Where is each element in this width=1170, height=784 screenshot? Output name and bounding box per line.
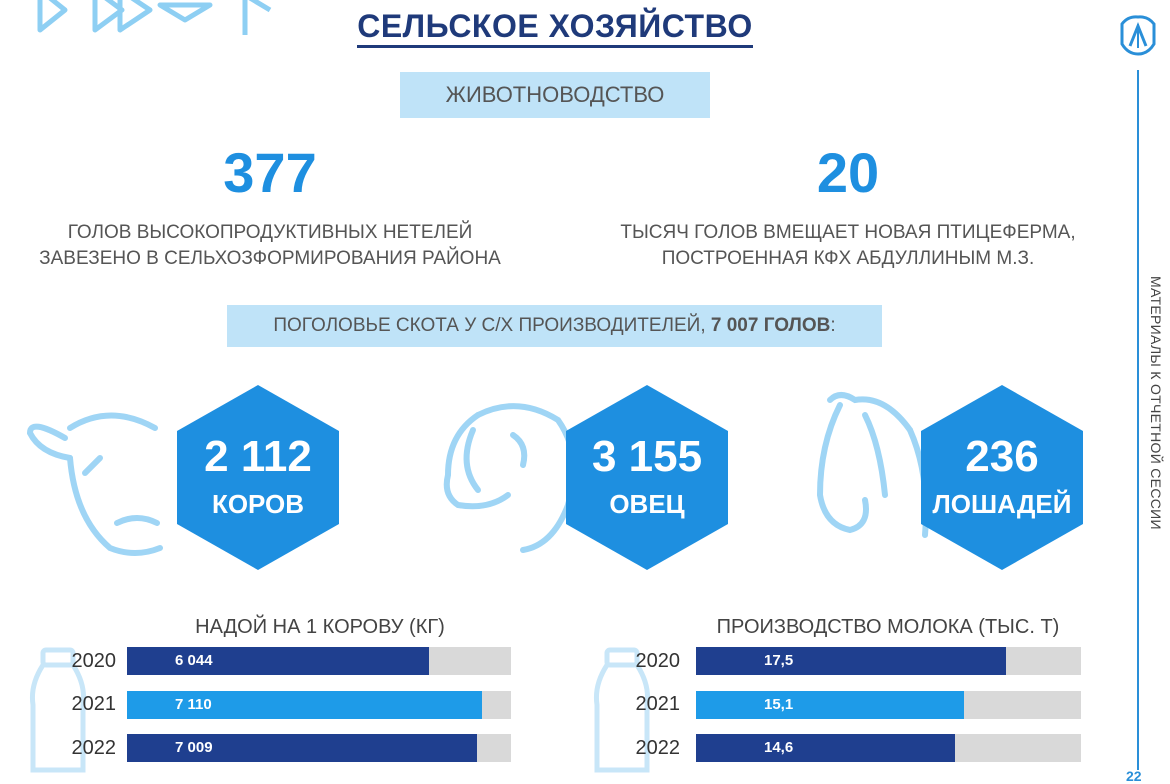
year-label: 2020 bbox=[71, 650, 117, 672]
page-title: СЕЛЬСКОЕ ХОЗЯЙСТВО bbox=[0, 8, 1110, 48]
stat-description-line: ТЫСЯЧ ГОЛОВ ВМЕЩАЕТ НОВАЯ ПТИЦЕФЕРМА, bbox=[620, 222, 1076, 243]
bar-track: 7 110 bbox=[127, 691, 511, 719]
bar-value: 6 044 bbox=[175, 652, 213, 669]
stat-number: 377 bbox=[223, 141, 317, 204]
animal-count: 2 112 bbox=[204, 432, 312, 481]
year-label: 2021 bbox=[71, 693, 117, 715]
animal-count: 3 155 bbox=[592, 432, 702, 481]
bar-fill bbox=[127, 734, 477, 762]
page-number: 22 bbox=[1126, 768, 1142, 784]
animal-label: ОВЕЦ bbox=[609, 489, 684, 519]
stat-description-line: ГОЛОВ ВЫСОКОПРОДУКТИВНЫХ НЕТЕЛЕЙ bbox=[67, 222, 473, 243]
animal-label: КОРОВ bbox=[212, 489, 304, 519]
section-label: ЖИВОТНОВОДСТВО bbox=[400, 72, 710, 118]
milk-bottle-icon bbox=[30, 647, 86, 773]
bar-value: 7 110 bbox=[175, 696, 212, 713]
bar-fill bbox=[696, 691, 964, 719]
chart-title: ПРОИЗВОДСТВО МОЛОКА (ТЫС. Т) bbox=[716, 616, 1060, 638]
animal-label: ЛОШАДЕЙ bbox=[933, 489, 1072, 519]
livestock-total: 7 007 ГОЛОВ bbox=[710, 315, 831, 336]
sheep-icon bbox=[443, 403, 577, 553]
cow-icon bbox=[26, 412, 163, 556]
sidebar-label: МАТЕРИАЛЫ К ОТЧЕТНОЙ СЕССИИ bbox=[1148, 276, 1164, 530]
bar-track: 7 009 bbox=[127, 734, 511, 762]
hexagon-badge: 3 155 ОВЕЦ bbox=[566, 385, 728, 570]
bar-value: 14,6 bbox=[764, 739, 794, 756]
hexagon-badge: 2 112 КОРОВ bbox=[177, 385, 339, 570]
animal-count: 236 bbox=[965, 432, 1038, 481]
bar-value: 7 009 bbox=[175, 739, 213, 756]
bar-value: 17,5 bbox=[764, 652, 794, 669]
bar-track: 6 044 bbox=[127, 647, 511, 675]
bar-track: 15,1 bbox=[696, 691, 1081, 719]
year-label: 2022 bbox=[71, 737, 117, 759]
sidebar-line bbox=[1137, 70, 1139, 770]
stat-description-line: ЗАВЕЗЕНО В СЕЛЬХОЗФОРМИРОВАНИЯ РАЙОНА bbox=[39, 248, 501, 269]
bar-fill bbox=[696, 734, 956, 762]
livestock-prefix: ПОГОЛОВЬЕ СКОТА У С/Х ПРОИЗВОДИТЕЛЕЙ, bbox=[273, 315, 711, 336]
bar-track: 14,6 bbox=[696, 734, 1081, 762]
emblem-icon bbox=[1120, 15, 1156, 56]
decorative-chevrons bbox=[37, 0, 272, 35]
milk-bottle-icon bbox=[594, 647, 650, 773]
year-label: 2020 bbox=[635, 650, 681, 672]
chart-title: НАДОЙ НА 1 КОРОВУ (КГ) bbox=[195, 616, 445, 638]
hexagon-badge: 236 ЛОШАДЕЙ bbox=[921, 385, 1083, 570]
bar-fill bbox=[127, 691, 483, 719]
year-label: 2022 bbox=[635, 737, 681, 759]
stat-description: ГОЛОВ ВЫСОКОПРОДУКТИВНЫХ НЕТЕЛЕЙ ЗАВЕЗЕН… bbox=[10, 220, 530, 272]
bar-value: 15,1 bbox=[764, 696, 794, 713]
livestock-total-label: ПОГОЛОВЬЕ СКОТА У С/Х ПРОИЗВОДИТЕЛЕЙ, 7 … bbox=[227, 305, 882, 347]
stat-description: ТЫСЯЧ ГОЛОВ ВМЕЩАЕТ НОВАЯ ПТИЦЕФЕРМА, ПО… bbox=[588, 220, 1108, 272]
stat-number: 20 bbox=[816, 141, 880, 204]
livestock-suffix: : bbox=[830, 315, 836, 336]
year-label: 2021 bbox=[635, 693, 681, 715]
bar-fill bbox=[696, 647, 1007, 675]
bar-track: 17,5 bbox=[696, 647, 1081, 675]
bar-fill bbox=[127, 647, 429, 675]
stat-description-line: ПОСТРОЕННАЯ КФХ АБДУЛЛИНЫМ М.З. bbox=[661, 248, 1035, 269]
